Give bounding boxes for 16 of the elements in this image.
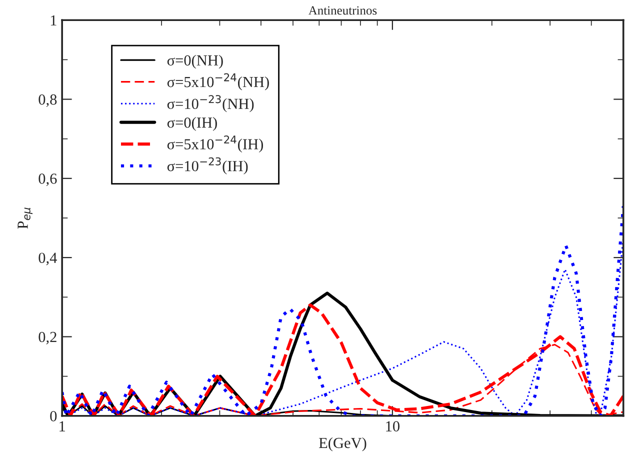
legend-label: σ=0(IH): [167, 117, 217, 131]
y-axis-title: P$_{eμ}$: [18, 208, 32, 229]
x-axis-title: E(GeV): [318, 437, 366, 452]
legend-label: σ=5x10$^{−24}$(NH): [167, 73, 269, 90]
legend-label: σ=10$^{−23}$(IH): [167, 157, 248, 174]
legend-label: σ=5x10$^{−24}$(IH): [167, 135, 263, 153]
y-tick-label: 1: [50, 15, 56, 26]
y-tick-label: 0,8: [38, 94, 57, 107]
y-tick-label: 0: [50, 411, 57, 422]
y-tick-label: 0,6: [38, 174, 57, 186]
legend-label: σ=10$^{−23}$(NH): [167, 95, 254, 112]
y-tick-label: 0,2: [38, 332, 56, 344]
legend-label: σ=0(NH): [167, 54, 223, 69]
y-tick-label: 0,4: [38, 252, 57, 266]
chart-title: Antineutrinos: [308, 6, 377, 15]
x-tick-label: 10: [386, 421, 400, 432]
